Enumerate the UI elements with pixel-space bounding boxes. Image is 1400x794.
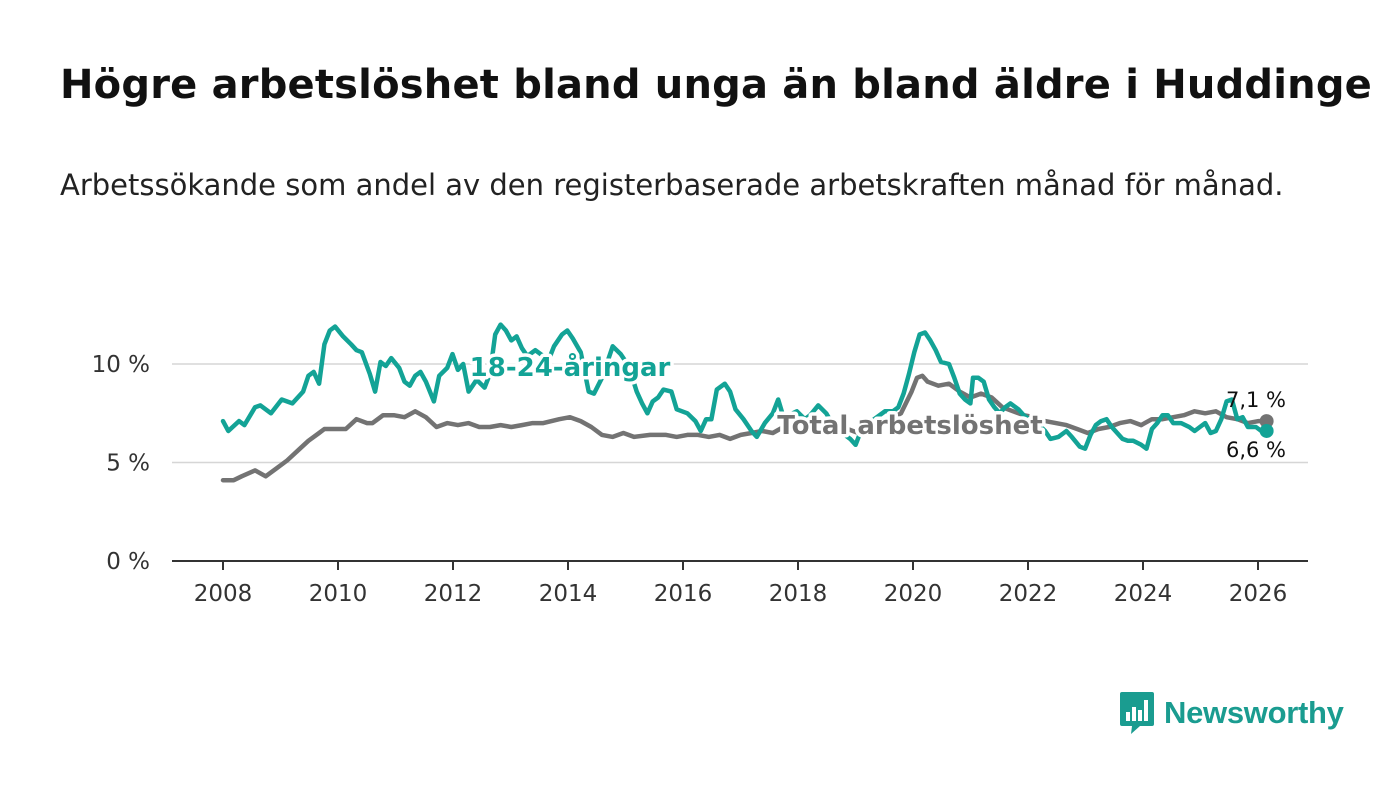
x-tick-label: 2010 [309,581,368,607]
x-tick-label: 2018 [769,581,828,607]
x-tick-label: 2008 [194,581,253,607]
y-tick-label: 10 % [92,352,150,378]
series-line-youth [220,322,1269,451]
series-line-youth-end-point [1259,423,1274,438]
x-tick-label: 2022 [999,581,1058,607]
series-line-total-end-point [1259,414,1274,429]
y-tick-label: 5 % [106,451,150,477]
brand-name: Newsworthy [1164,695,1344,730]
series-label-youth: 18-24-åringar [470,351,671,383]
chart-subtitle: Arbetssökande som andel av den registerb… [60,168,1284,202]
x-tick-label: 2014 [539,581,598,607]
end-label-total: 7,1 % [1226,388,1286,412]
x-tick-label: 2016 [654,581,713,607]
x-tick-label: 2026 [1229,581,1288,607]
x-tick-label: 2024 [1114,581,1173,607]
x-tick-label: 2020 [884,581,943,607]
end-label-youth: 6,6 % [1226,438,1286,462]
chart-title: Högre arbetslöshet bland unga än bland ä… [60,62,1372,108]
series-label-total: Total arbetslöshet [777,411,1042,441]
bar-chart-bubble-icon [1120,692,1154,734]
y-tick-label: 0 % [106,549,150,575]
brand-logo: Newsworthy [1118,690,1344,736]
x-tick-label: 2012 [424,581,483,607]
